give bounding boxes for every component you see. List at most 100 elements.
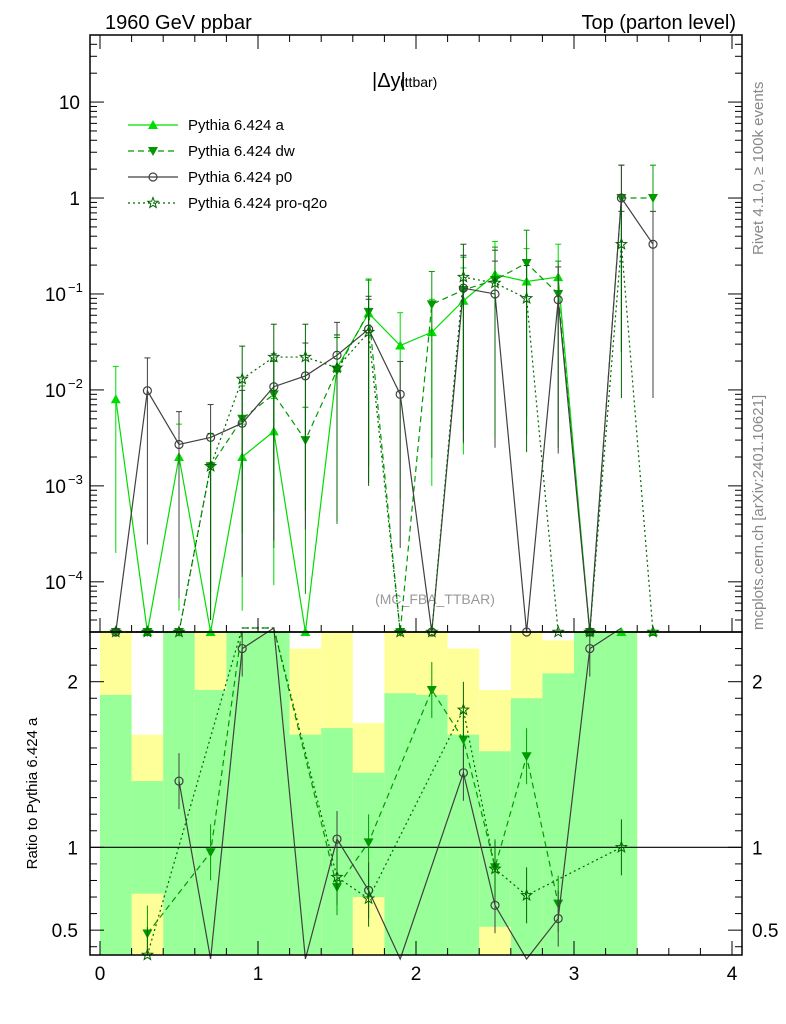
chart-title-suffix: (ttbar) <box>400 74 437 90</box>
main-point-proq2o-4 <box>235 372 249 385</box>
legend-label-p0: Pythia 6.424 p0 <box>188 169 292 186</box>
ratio-point-dw-7 <box>458 735 469 745</box>
y-tick-label-5: 10 <box>59 93 80 114</box>
main-point-p0-9 <box>395 389 405 399</box>
main-point-a-9 <box>395 340 406 350</box>
main-point-proq2o-7 <box>330 360 344 374</box>
y-tick-exp-3: −1 <box>68 280 83 295</box>
main-line-p0 <box>115 196 654 633</box>
main-point-proq2o-1 <box>140 625 154 638</box>
x-tick-label-2: 2 <box>411 964 422 985</box>
band-green-16 <box>605 632 638 955</box>
ratio-point-p0-12 <box>585 643 595 654</box>
band-green-5 <box>258 632 290 955</box>
main-point-proq2o-16 <box>614 237 628 250</box>
x-tick-label-3: 3 <box>569 964 580 985</box>
main-point-proq2o-11 <box>456 270 470 283</box>
main-line-a <box>115 273 653 633</box>
main-point-p0-1 <box>142 386 152 396</box>
main-line-proq2o <box>115 244 654 633</box>
legend-marker-dw <box>148 147 158 156</box>
y-tick-exp-1: −3 <box>68 472 83 487</box>
legend-marker-proq2o <box>146 196 160 209</box>
ratio-y-tick-label-right-0: 0.5 <box>752 921 778 942</box>
main-point-p0-16 <box>616 193 627 203</box>
legend-label-a: Pythia 6.424 a <box>188 117 285 134</box>
main-point-p0-17 <box>648 239 658 249</box>
ratio-point-proq2o-0 <box>140 948 154 961</box>
main-panel: (MC_FBA_TTBAR)|Δy|(ttbar)Pythia 6.424 aP… <box>24 34 778 985</box>
ratio-point-dw-1 <box>205 848 216 858</box>
band-green-4 <box>226 632 258 955</box>
y-tick-exp-2: −2 <box>68 376 83 391</box>
ratio-point-proq2o-7 <box>520 888 534 901</box>
main-point-dw-10 <box>426 300 437 310</box>
x-tick-label-4: 4 <box>727 964 738 985</box>
mcplots-label: mcplots.cern.ch [arXiv:2401.10621] <box>750 395 767 630</box>
x-tick-label-0: 0 <box>95 964 106 985</box>
main-point-proq2o-5 <box>267 350 281 363</box>
ratio-point-p0-11 <box>553 913 563 924</box>
main-point-proq2o-17 <box>646 625 660 638</box>
y-tick-label-0: 10 <box>45 573 66 594</box>
main-point-dw-17 <box>648 194 658 204</box>
ratio-point-proq2o-3 <box>330 870 344 883</box>
main-point-proq2o-6 <box>298 350 312 363</box>
y-tick-label-2: 10 <box>45 381 66 402</box>
main-point-proq2o-8 <box>362 325 376 338</box>
y-tick-label-3: 10 <box>45 285 66 306</box>
ratio-y-tick-label-right-2: 2 <box>752 673 763 694</box>
ratio-point-p0-5 <box>332 834 342 844</box>
main-point-proq2o-3 <box>204 459 218 472</box>
ratio-panel <box>90 626 742 961</box>
rivet-label: Rivet 4.1.0, ≥ 100k events <box>750 82 767 255</box>
band-green-3 <box>194 689 227 955</box>
main-point-proq2o-9 <box>393 625 407 638</box>
main-point-proq2o-2 <box>172 625 186 638</box>
ratio-point-proq2o-6 <box>488 861 502 875</box>
chart-title: |Δy| <box>372 70 406 92</box>
main-point-proq2o-13 <box>520 291 534 304</box>
main-point-proq2o-10 <box>425 625 439 638</box>
x-tick-label-1: 1 <box>253 964 264 985</box>
y-tick-label-1: 10 <box>45 477 66 498</box>
main-line-dw <box>115 197 653 633</box>
legend-label-proq2o: Pythia 6.424 pro-q2o <box>188 195 327 212</box>
ratio-point-p0-9 <box>490 900 500 910</box>
main-point-dw-13 <box>521 259 532 269</box>
main-point-proq2o-14 <box>551 625 565 638</box>
ratio-ylabel: Ratio to Pythia 6.424 a <box>24 717 41 869</box>
band-green-15 <box>574 632 606 955</box>
ratio-point-proq2o-5 <box>456 702 470 716</box>
legend-marker-a <box>148 120 158 129</box>
ratio-y-tick-label-0: 0.5 <box>52 921 78 942</box>
band-green-0 <box>100 694 132 955</box>
ratio-point-proq2o-8 <box>614 840 628 853</box>
main-point-proq2o-15 <box>583 625 597 638</box>
y-tick-label-4: 1 <box>69 189 80 210</box>
legend-label-dw: Pythia 6.424 dw <box>188 143 295 160</box>
ratio-point-proq2o-4 <box>362 891 376 905</box>
main-point-a-0 <box>110 394 121 404</box>
ratio-point-dw-6 <box>426 685 437 695</box>
ratio-y-tick-label-right-1: 1 <box>752 838 763 859</box>
ratio-point-p0-0 <box>174 776 184 786</box>
ratio-point-dw-9 <box>521 752 532 762</box>
ratio-point-p0-2 <box>237 643 247 654</box>
y-tick-exp-0: −4 <box>68 568 83 583</box>
ratio-line-p0 <box>178 626 622 961</box>
band-green-10 <box>416 694 448 955</box>
ratio-point-p0-8 <box>458 768 468 778</box>
main-point-proq2o-12 <box>488 276 502 289</box>
header-left: 1960 GeV ppbar <box>105 12 252 34</box>
ratio-line-proq2o <box>146 627 622 956</box>
legend-marker-p0 <box>148 172 158 182</box>
main-point-p0-2 <box>174 439 184 450</box>
header-right: Top (parton level) <box>581 12 736 34</box>
main-point-p0-14 <box>553 295 563 305</box>
ratio-y-tick-label-1: 1 <box>67 838 78 859</box>
ratio-y-tick-label-2: 2 <box>67 673 78 694</box>
ratio-point-dw-5 <box>363 838 374 848</box>
band-green-9 <box>384 693 416 955</box>
